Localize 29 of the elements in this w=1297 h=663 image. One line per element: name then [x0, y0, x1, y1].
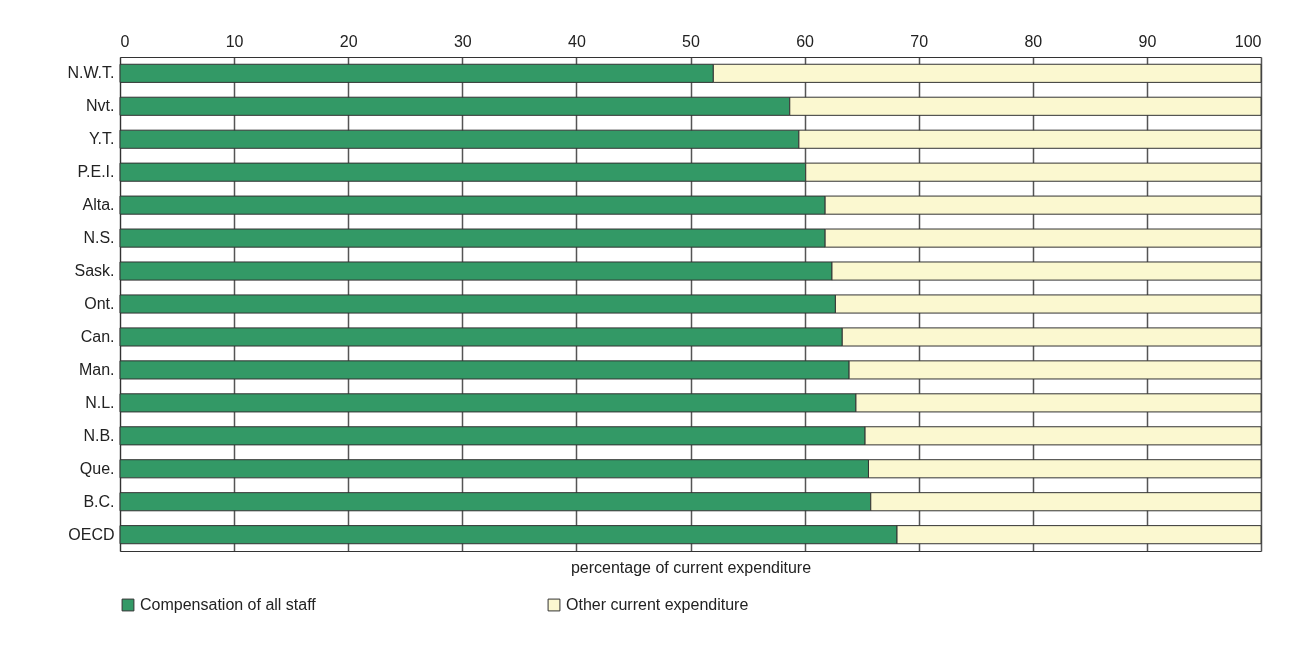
x-tick-label: 0: [120, 32, 130, 50]
x-tick-label: 50: [682, 32, 700, 50]
x-tick-label: 100: [1234, 32, 1262, 50]
y-tick-label: B.C.: [83, 492, 115, 510]
y-tick-label: Man.: [78, 360, 115, 378]
y-tick-label: P.E.I.: [77, 163, 115, 181]
y-tick-label: Sask.: [74, 262, 115, 280]
y-tick-label: Y.T.: [89, 130, 115, 148]
x-tick-label: 60: [796, 32, 815, 50]
x-tick-label: 70: [910, 32, 929, 50]
y-tick-label: OECD: [68, 525, 115, 543]
x-tick-label: 90: [1138, 32, 1157, 50]
x-tick-label: 20: [339, 32, 358, 50]
y-tick-label: Ont.: [84, 295, 115, 312]
x-tick-label: 80: [1024, 32, 1043, 50]
y-tick-label: Can.: [80, 327, 115, 345]
x-tick-label: 10: [225, 32, 244, 50]
y-tick-label: N.B.: [83, 426, 115, 444]
legend-label: Other current expenditure: [566, 596, 749, 613]
y-tick-label: Nvt.: [86, 97, 115, 115]
x-axis-title: percentage of current expenditure: [570, 558, 812, 576]
y-tick-label: N.W.T.: [67, 64, 115, 82]
x-tick-label: 30: [453, 32, 472, 50]
legend-label: Compensation of all staff: [140, 596, 317, 613]
x-tick-label: 40: [568, 32, 586, 50]
y-tick-label: Que.: [79, 459, 115, 477]
y-tick-label: N.S.: [83, 229, 115, 247]
y-tick-label: Alta.: [82, 196, 115, 214]
y-tick-label: N.L.: [85, 393, 115, 411]
